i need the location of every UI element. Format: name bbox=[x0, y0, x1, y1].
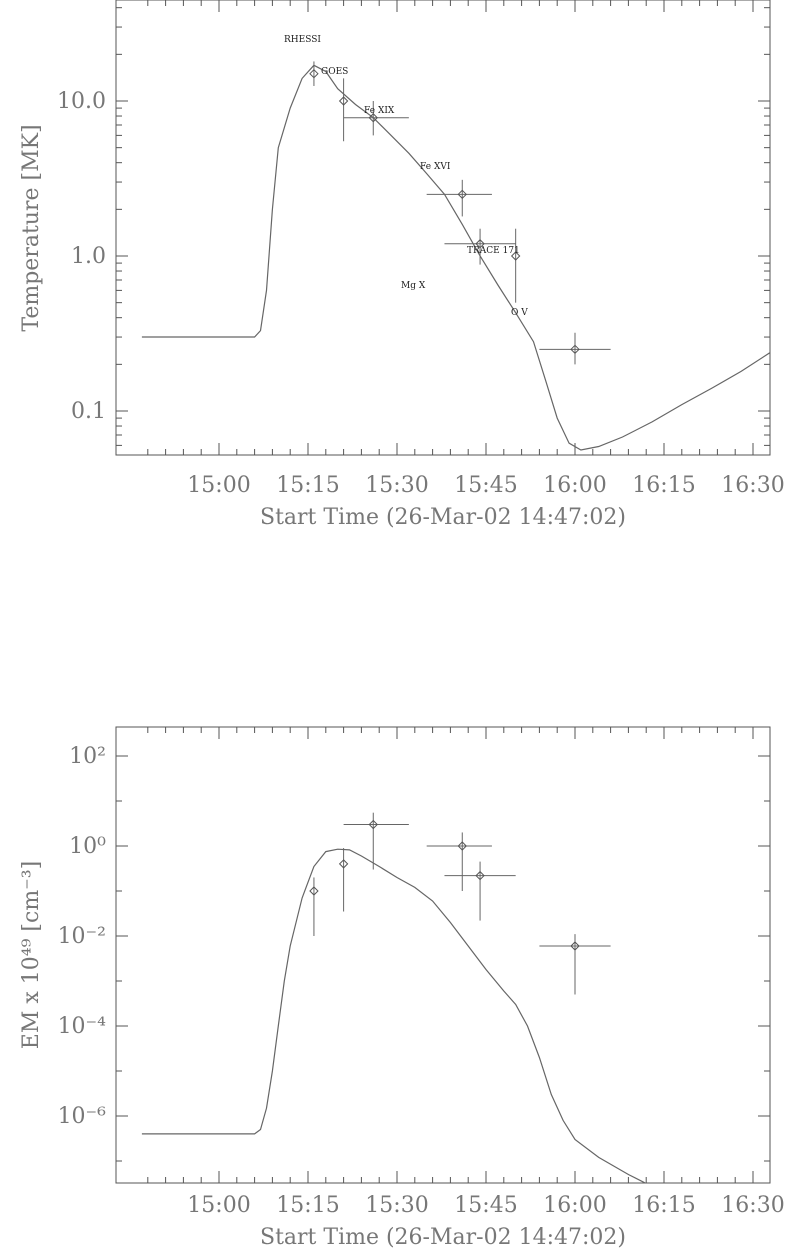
annotation-label: Mg X bbox=[401, 281, 426, 291]
data-point bbox=[475, 870, 485, 881]
data-point bbox=[510, 251, 521, 261]
annotation-label: RHESSI bbox=[284, 35, 321, 45]
y-tick-label: 10⁻⁶ bbox=[58, 1104, 107, 1129]
x-tick-label: 15:15 bbox=[276, 473, 339, 498]
x-tick-label: 16:00 bbox=[543, 473, 606, 498]
annotation-label: O V bbox=[511, 308, 528, 318]
y-axis-title: Temperature [MK] bbox=[19, 124, 44, 331]
y-tick-label: 10⁻² bbox=[58, 924, 106, 949]
chart-panel-2: 15:00 15:15 15:30 15:45 16:00 16:15 16:30 10⁻⁶ 1… bbox=[19, 726, 785, 1250]
annotation-label: TRACE 171 bbox=[467, 246, 520, 256]
plot-frame bbox=[115, 0, 771, 456]
data-point bbox=[309, 68, 319, 79]
y-tick-label: 10⁻⁴ bbox=[58, 1014, 107, 1039]
x-tick-label: 15:30 bbox=[365, 1193, 428, 1218]
y-tick-label: 10⁰ bbox=[69, 834, 106, 859]
annotation-label: GOES bbox=[321, 67, 348, 77]
x-axis-title: Start Time (26-Mar-02 14:47:02) bbox=[260, 505, 626, 530]
model-curve bbox=[141, 848, 647, 1183]
y-tick-label: 10² bbox=[69, 744, 106, 769]
plot-frame bbox=[115, 726, 771, 1184]
annotation-label: Fe XVI bbox=[420, 162, 451, 172]
data-point bbox=[338, 96, 349, 106]
x-tick-label: 15:45 bbox=[454, 1193, 517, 1218]
x-tick-label: 16:30 bbox=[721, 473, 784, 498]
x-tick-label: 16:00 bbox=[543, 1193, 606, 1218]
data-point bbox=[368, 819, 378, 830]
data-point bbox=[309, 886, 319, 896]
data-point bbox=[570, 941, 580, 951]
data-point bbox=[338, 859, 349, 869]
data-point bbox=[457, 189, 467, 200]
y-tick-label: 0.1 bbox=[71, 399, 106, 424]
x-tick-label: 15:15 bbox=[276, 1193, 339, 1218]
y-axis-title: EM x 10⁴⁹ [cm⁻³] bbox=[19, 861, 44, 1049]
data-point bbox=[457, 841, 467, 851]
y-tick-label: 1.0 bbox=[71, 244, 106, 269]
x-tick-label: 16:30 bbox=[721, 1193, 784, 1218]
x-tick-label: 15:30 bbox=[365, 473, 428, 498]
model-curve bbox=[141, 64, 770, 451]
x-axis-title: Start Time (26-Mar-02 14:47:02) bbox=[260, 1225, 626, 1250]
x-tick-label: 16:15 bbox=[632, 473, 695, 498]
x-tick-label: 15:00 bbox=[187, 473, 250, 498]
chart-panel-1: 15:00 15:15 15:30 15:45 16:00 16:15 16:30 0.1 1.… bbox=[19, 0, 785, 530]
x-tick-label: 15:00 bbox=[187, 1193, 250, 1218]
y-tick-label: 10.0 bbox=[57, 89, 106, 114]
x-tick-label: 16:15 bbox=[632, 1193, 695, 1218]
data-point bbox=[570, 344, 580, 355]
data-point bbox=[368, 113, 378, 123]
data-point bbox=[475, 239, 485, 249]
x-tick-label: 15:45 bbox=[454, 473, 517, 498]
annotation-label: Fe XIX bbox=[364, 106, 395, 116]
